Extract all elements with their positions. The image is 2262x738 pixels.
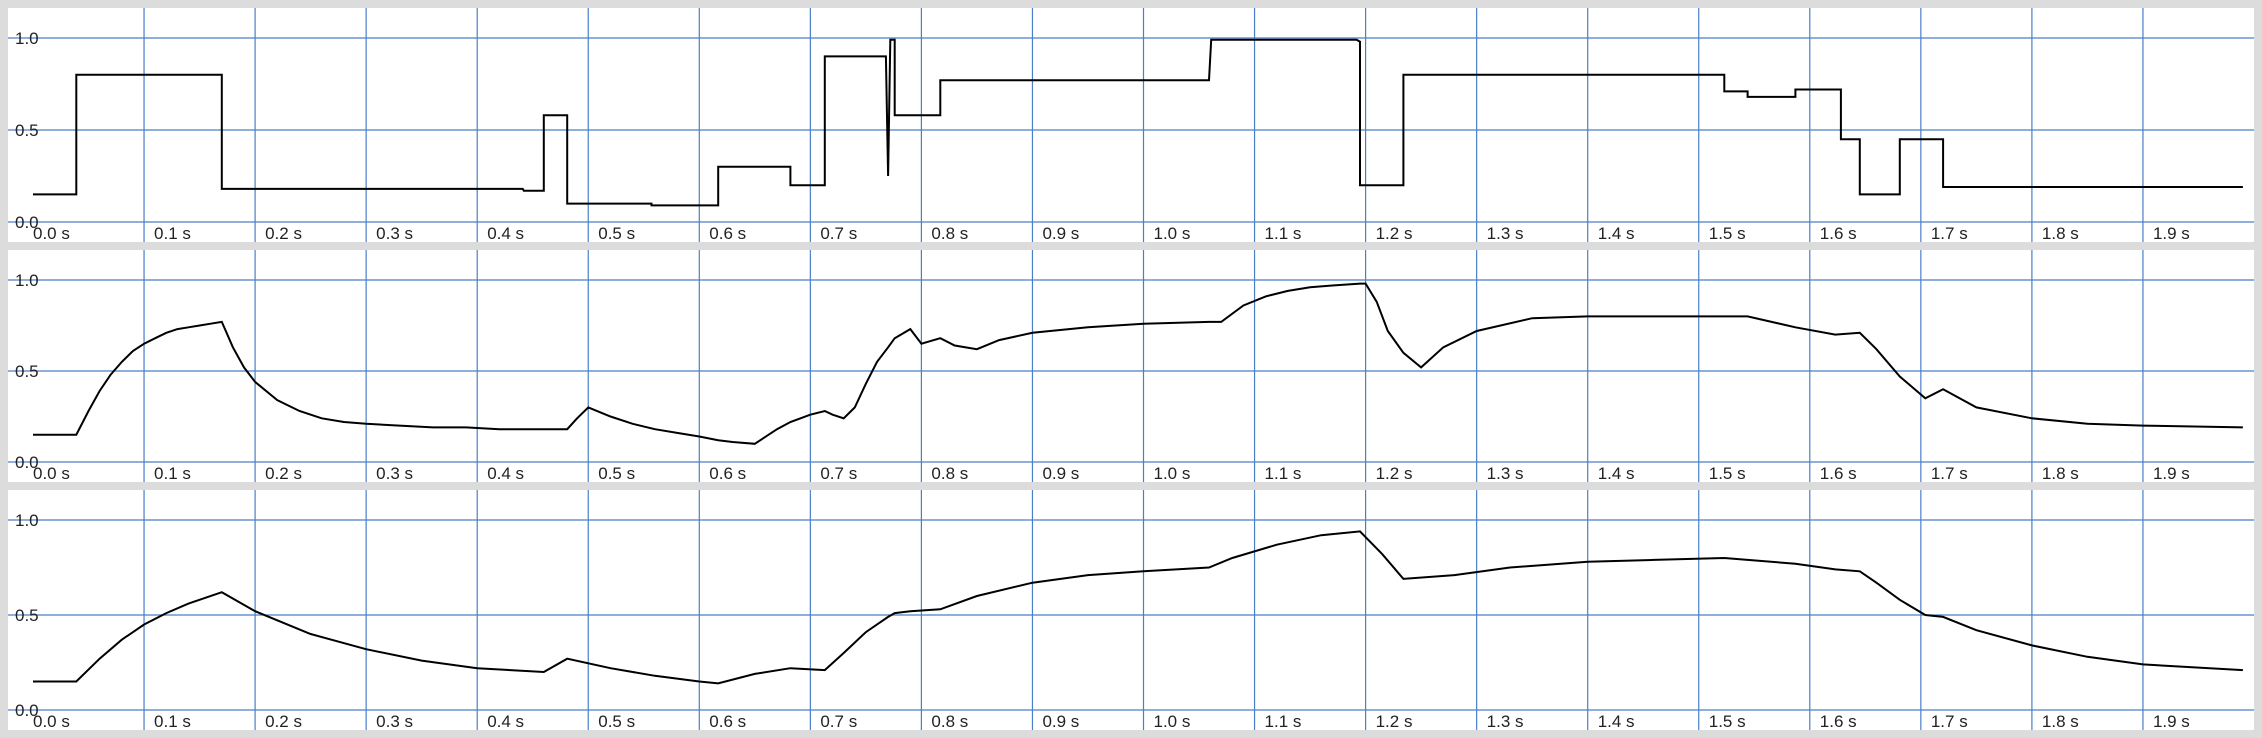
x-tick-label: 1.8 s — [2042, 224, 2079, 243]
x-tick-label: 0.4 s — [487, 464, 524, 483]
x-tick-label: 0.4 s — [487, 224, 524, 243]
x-tick-label: 0.0 s — [33, 464, 70, 483]
y-tick-label: 0.0 — [15, 453, 39, 472]
x-tick-label: 0.1 s — [154, 224, 191, 243]
x-tick-label: 1.0 s — [1154, 464, 1191, 483]
y-tick-label: 0.0 — [15, 213, 39, 232]
x-tick-label: 1.5 s — [1709, 464, 1746, 483]
x-tick-label: 1.3 s — [1487, 224, 1524, 243]
x-tick-label: 1.3 s — [1487, 712, 1524, 731]
x-tick-label: 1.9 s — [2153, 224, 2190, 243]
x-tick-label: 1.9 s — [2153, 464, 2190, 483]
x-tick-label: 1.1 s — [1265, 712, 1302, 731]
y-tick-label: 1.0 — [15, 511, 39, 530]
y-tick-label: 0.5 — [15, 121, 39, 140]
x-tick-label: 0.0 s — [33, 224, 70, 243]
x-tick-label: 0.3 s — [376, 464, 413, 483]
x-tick-label: 0.7 s — [820, 224, 857, 243]
x-tick-label: 1.7 s — [1931, 464, 1968, 483]
x-tick-label: 1.8 s — [2042, 464, 2079, 483]
x-tick-label: 0.8 s — [931, 224, 968, 243]
y-tick-label: 0.0 — [15, 701, 39, 720]
x-tick-label: 0.8 s — [931, 464, 968, 483]
x-tick-label: 0.7 s — [820, 712, 857, 731]
y-tick-label: 1.0 — [15, 271, 39, 290]
x-tick-label: 0.2 s — [265, 464, 302, 483]
y-tick-label: 0.5 — [15, 606, 39, 625]
x-tick-label: 1.4 s — [1598, 224, 1635, 243]
x-tick-label: 0.5 s — [598, 464, 635, 483]
series-line-2 — [33, 282, 2243, 445]
x-tick-label: 1.4 s — [1598, 464, 1635, 483]
chart-panel-2 — [8, 250, 2254, 482]
x-tick-label: 0.2 s — [265, 712, 302, 731]
x-tick-label: 0.3 s — [376, 712, 413, 731]
x-tick-label: 1.0 s — [1154, 224, 1191, 243]
x-tick-label: 1.2 s — [1376, 224, 1413, 243]
x-tick-label: 1.7 s — [1931, 712, 1968, 731]
x-tick-label: 1.2 s — [1376, 712, 1413, 731]
x-tick-label: 0.8 s — [931, 712, 968, 731]
x-tick-label: 1.0 s — [1154, 712, 1191, 731]
x-tick-label: 1.5 s — [1709, 224, 1746, 243]
x-tick-label: 0.9 s — [1042, 464, 1079, 483]
x-tick-label: 0.2 s — [265, 224, 302, 243]
series-line-3 — [33, 530, 2243, 685]
x-tick-label: 0.5 s — [598, 224, 635, 243]
x-tick-label: 1.7 s — [1931, 224, 1968, 243]
y-tick-label: 0.5 — [15, 362, 39, 381]
x-tick-label: 0.7 s — [820, 464, 857, 483]
x-tick-label: 0.3 s — [376, 224, 413, 243]
y-tick-label: 1.0 — [15, 29, 39, 48]
x-tick-label: 0.0 s — [33, 712, 70, 731]
x-tick-label: 0.1 s — [154, 712, 191, 731]
x-tick-label: 1.6 s — [1820, 712, 1857, 731]
x-tick-label: 0.9 s — [1042, 224, 1079, 243]
x-tick-label: 1.6 s — [1820, 224, 1857, 243]
x-tick-label: 1.9 s — [2153, 712, 2190, 731]
x-tick-label: 0.6 s — [709, 224, 746, 243]
chart-panel-3 — [8, 490, 2254, 730]
x-tick-label: 1.1 s — [1265, 224, 1302, 243]
x-tick-label: 0.1 s — [154, 464, 191, 483]
x-tick-label: 1.5 s — [1709, 712, 1746, 731]
x-tick-label: 1.8 s — [2042, 712, 2079, 731]
x-tick-label: 1.4 s — [1598, 712, 1635, 731]
x-tick-label: 1.1 s — [1265, 464, 1302, 483]
x-tick-label: 0.6 s — [709, 464, 746, 483]
series-line-1 — [33, 38, 2243, 207]
x-tick-label: 1.6 s — [1820, 464, 1857, 483]
x-tick-label: 0.9 s — [1042, 712, 1079, 731]
x-tick-label: 0.6 s — [709, 712, 746, 731]
x-tick-label: 1.2 s — [1376, 464, 1413, 483]
chart-panel-1 — [8, 8, 2254, 242]
x-tick-label: 1.3 s — [1487, 464, 1524, 483]
x-tick-label: 0.5 s — [598, 712, 635, 731]
x-tick-label: 0.4 s — [487, 712, 524, 731]
